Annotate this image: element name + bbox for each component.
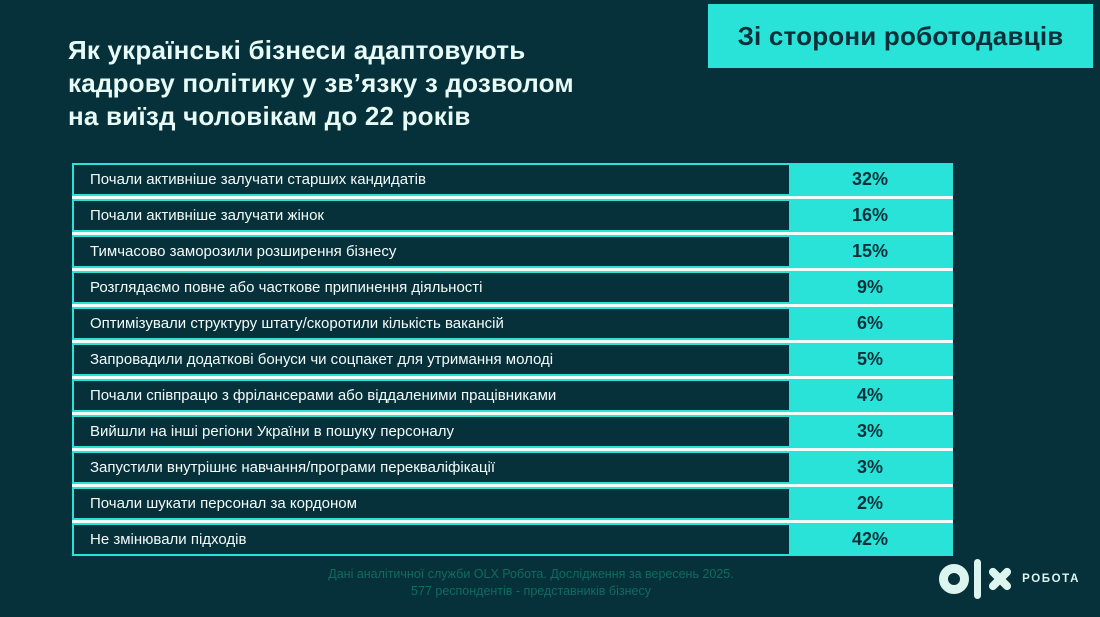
table-row: Оптимізували структуру штату/скоротили к… [72, 307, 953, 340]
adaptation-table: Почали активніше залучати старших кандид… [72, 163, 953, 556]
row-label: Тимчасово заморозили розширення бізнесу [72, 235, 789, 268]
table-row: Запровадили додаткові бонуси чи соцпакет… [72, 343, 953, 376]
row-value: 32% [789, 163, 953, 196]
employers-side-badge: Зі сторони роботодавців [708, 4, 1093, 68]
olx-x-icon [987, 566, 1013, 592]
row-value: 3% [789, 415, 953, 448]
title-line-3: на виїзд чоловікам до 22 років [68, 101, 471, 131]
row-label: Вийшли на інші регіони України в пошуку … [72, 415, 789, 448]
logo-wordmark: РОБОТА [1022, 573, 1080, 585]
badge-label: Зі сторони роботодавців [737, 20, 1064, 51]
olx-o-icon [939, 564, 970, 594]
row-label: Запровадили додаткові бонуси чи соцпакет… [72, 343, 789, 376]
source-note-line-1: Дані аналітичної служби OLX Робота. Досл… [328, 567, 734, 581]
row-value: 5% [789, 343, 953, 376]
source-note-line-2: 577 респондентів - представників бізнесу [411, 584, 651, 598]
row-label: Почали співпрацю з фрілансерами або відд… [72, 379, 789, 412]
row-label: Не змінювали підходів [72, 523, 789, 556]
source-note: Дані аналітичної служби OLX Робота. Досл… [0, 566, 1062, 600]
row-label: Запустили внутрішнє навчання/програми пе… [72, 451, 789, 484]
table-row: Почали співпрацю з фрілансерами або відд… [72, 379, 953, 412]
olx-bar-icon [974, 559, 982, 599]
row-value: 6% [789, 307, 953, 340]
olx-robota-logo: РОБОТА [939, 559, 1080, 599]
row-value: 2% [789, 487, 953, 520]
table-row: Вийшли на інші регіони України в пошуку … [72, 415, 953, 448]
row-value: 16% [789, 199, 953, 232]
page-title: Як українські бізнеси адаптовують кадров… [68, 34, 574, 133]
row-label: Розглядаємо повне або часткове припиненн… [72, 271, 789, 304]
row-label: Почали активніше залучати жінок [72, 199, 789, 232]
title-line-1: Як українські бізнеси адаптовують [68, 35, 526, 65]
row-value: 42% [789, 523, 953, 556]
row-value: 9% [789, 271, 953, 304]
table-row: Розглядаємо повне або часткове припиненн… [72, 271, 953, 304]
title-line-2: кадрову політику у зв’язку з дозволом [68, 68, 574, 98]
table-row: Почали активніше залучати жінок 16% [72, 199, 953, 232]
row-label: Почали активніше залучати старших кандид… [72, 163, 789, 196]
table-row: Не змінювали підходів 42% [72, 523, 953, 556]
row-value: 3% [789, 451, 953, 484]
row-value: 4% [789, 379, 953, 412]
table-row: Почали шукати персонал за кордоном 2% [72, 487, 953, 520]
table-row: Тимчасово заморозили розширення бізнесу 1… [72, 235, 953, 268]
row-label: Оптимізували структуру штату/скоротили к… [72, 307, 789, 340]
row-value: 15% [789, 235, 953, 268]
row-label: Почали шукати персонал за кордоном [72, 487, 789, 520]
table-row: Почали активніше залучати старших кандид… [72, 163, 953, 196]
table-row: Запустили внутрішнє навчання/програми пе… [72, 451, 953, 484]
